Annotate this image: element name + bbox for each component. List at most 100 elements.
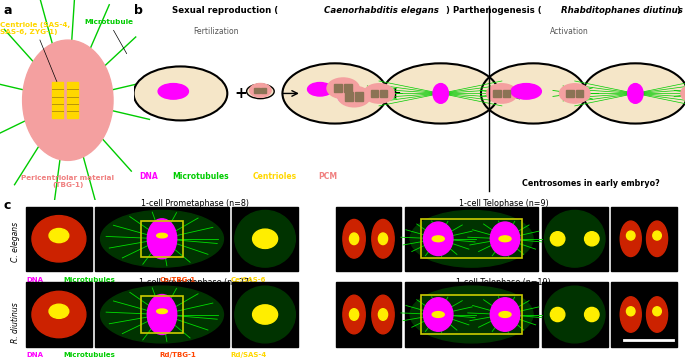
- Bar: [566, 90, 574, 97]
- Ellipse shape: [584, 308, 599, 321]
- Bar: [254, 88, 260, 93]
- Text: DNA: DNA: [26, 352, 43, 358]
- Ellipse shape: [550, 232, 565, 246]
- Ellipse shape: [372, 219, 394, 258]
- Ellipse shape: [253, 305, 277, 324]
- Ellipse shape: [550, 308, 565, 321]
- Text: Caenorhabditis elegans: Caenorhabditis elegans: [324, 6, 438, 15]
- Text: DNA: DNA: [26, 277, 43, 283]
- Text: Microtubules: Microtubules: [64, 277, 116, 283]
- Ellipse shape: [499, 236, 511, 242]
- Ellipse shape: [584, 232, 599, 246]
- Ellipse shape: [583, 63, 685, 124]
- Bar: [232, 207, 298, 271]
- Ellipse shape: [647, 297, 668, 332]
- Ellipse shape: [627, 231, 635, 240]
- Text: a: a: [3, 4, 12, 17]
- Ellipse shape: [49, 304, 68, 318]
- Bar: [140, 221, 184, 257]
- Bar: [345, 92, 353, 101]
- Text: C. elegans: C. elegans: [10, 222, 20, 262]
- Ellipse shape: [545, 286, 605, 343]
- Ellipse shape: [32, 291, 86, 338]
- Ellipse shape: [423, 298, 453, 331]
- Ellipse shape: [433, 83, 449, 103]
- Bar: [334, 84, 342, 92]
- Bar: [421, 295, 523, 334]
- Bar: [421, 219, 523, 258]
- Ellipse shape: [338, 92, 359, 103]
- Ellipse shape: [101, 211, 223, 267]
- Text: Parthenogenesis (: Parthenogenesis (: [453, 6, 542, 15]
- Ellipse shape: [432, 236, 445, 242]
- Bar: [611, 207, 677, 271]
- Ellipse shape: [627, 83, 643, 103]
- Ellipse shape: [134, 67, 227, 120]
- Ellipse shape: [157, 233, 167, 238]
- Text: Fertilization: Fertilization: [194, 27, 239, 36]
- Text: Microtubules: Microtubules: [172, 171, 229, 180]
- Ellipse shape: [511, 83, 541, 99]
- Ellipse shape: [32, 216, 86, 262]
- Bar: [26, 282, 92, 347]
- Ellipse shape: [653, 231, 661, 240]
- Ellipse shape: [349, 233, 359, 245]
- Text: Microtubule: Microtubule: [84, 19, 134, 54]
- Bar: [542, 207, 608, 271]
- Bar: [493, 90, 501, 97]
- Bar: [95, 282, 229, 347]
- Ellipse shape: [249, 83, 271, 97]
- Ellipse shape: [235, 286, 295, 343]
- Bar: [140, 296, 184, 333]
- Ellipse shape: [147, 295, 177, 334]
- Ellipse shape: [560, 84, 590, 103]
- Ellipse shape: [364, 84, 394, 103]
- Ellipse shape: [432, 311, 445, 318]
- Text: Rd/TBG-1: Rd/TBG-1: [160, 352, 197, 358]
- Bar: [380, 90, 388, 97]
- Bar: [344, 84, 352, 92]
- Text: 1-cell Telophase (n=9): 1-cell Telophase (n=9): [458, 198, 549, 208]
- Text: Ce/TBG-1: Ce/TBG-1: [160, 277, 196, 283]
- Ellipse shape: [620, 297, 641, 332]
- Ellipse shape: [653, 307, 661, 316]
- Bar: [371, 90, 378, 97]
- Bar: [355, 92, 363, 101]
- Ellipse shape: [620, 221, 641, 256]
- Text: Pericentriolar material
(TBG-1): Pericentriolar material (TBG-1): [21, 175, 114, 188]
- Ellipse shape: [343, 219, 365, 258]
- Ellipse shape: [647, 221, 668, 256]
- Ellipse shape: [490, 222, 520, 256]
- Ellipse shape: [681, 84, 685, 103]
- Bar: [52, 82, 62, 118]
- Bar: [261, 88, 266, 93]
- Bar: [405, 207, 538, 271]
- Ellipse shape: [487, 84, 517, 103]
- Ellipse shape: [410, 211, 533, 267]
- Bar: [611, 282, 677, 347]
- Ellipse shape: [327, 78, 359, 98]
- Bar: [405, 282, 538, 347]
- Ellipse shape: [49, 228, 68, 243]
- Ellipse shape: [338, 86, 371, 107]
- Text: Centrosomes in early embryo?: Centrosomes in early embryo?: [523, 179, 660, 188]
- Ellipse shape: [147, 219, 177, 259]
- Bar: [575, 90, 583, 97]
- Text: +: +: [388, 86, 401, 101]
- Ellipse shape: [282, 63, 387, 124]
- Text: Centrioles: Centrioles: [252, 171, 296, 180]
- Bar: [503, 90, 510, 97]
- Ellipse shape: [423, 222, 453, 256]
- Ellipse shape: [627, 307, 635, 316]
- Text: DNA: DNA: [139, 171, 158, 180]
- Text: Rd/SAS-4: Rd/SAS-4: [230, 352, 266, 358]
- Text: Activation: Activation: [550, 27, 588, 36]
- Ellipse shape: [481, 63, 586, 124]
- Text: b: b: [134, 4, 142, 17]
- Circle shape: [23, 40, 113, 160]
- Text: Centriole (SAS-4,
SAS-6, ZYG-1): Centriole (SAS-4, SAS-6, ZYG-1): [0, 21, 70, 88]
- Text: ): ): [445, 6, 449, 15]
- Text: ): ): [677, 6, 681, 15]
- Text: 1-cell Prometaphase (n=27): 1-cell Prometaphase (n=27): [138, 278, 252, 287]
- Bar: [542, 282, 608, 347]
